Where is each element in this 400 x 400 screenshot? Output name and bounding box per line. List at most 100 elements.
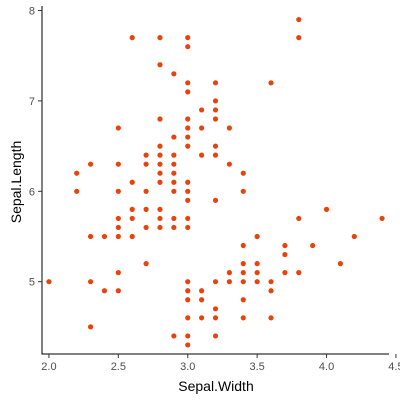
data-point (185, 89, 191, 95)
data-point (87, 279, 94, 285)
data-point (171, 152, 177, 158)
data-point (129, 35, 135, 41)
data-point (185, 333, 191, 339)
data-point (171, 71, 177, 77)
x-tick-label: 2.0 (41, 361, 56, 373)
data-point (157, 215, 163, 222)
data-point (226, 270, 232, 276)
data-point (254, 270, 260, 276)
y-axis-title: Sepal.Length (8, 141, 24, 224)
data-point (212, 143, 219, 149)
data-point (185, 215, 191, 222)
data-point (240, 270, 246, 276)
x-axis-title: Sepal.Width (178, 378, 253, 394)
data-point (143, 206, 149, 212)
data-point (129, 206, 135, 212)
data-point (171, 170, 177, 176)
x-tick-label: 3.0 (180, 361, 195, 373)
data-point (185, 297, 191, 303)
data-point (171, 333, 177, 339)
data-point (212, 116, 219, 122)
data-point (185, 35, 191, 41)
y-tick-label: 7 (29, 96, 35, 108)
data-point (185, 116, 191, 122)
data-point (157, 116, 163, 122)
data-point (157, 224, 163, 231)
data-point (310, 242, 316, 249)
data-point (74, 170, 80, 176)
y-tick-label: 6 (29, 186, 35, 198)
data-point (185, 224, 191, 231)
data-point (254, 233, 260, 240)
data-point (143, 161, 149, 167)
data-point (185, 279, 191, 285)
data-point (87, 233, 94, 240)
data-point (351, 233, 357, 240)
data-point (240, 315, 246, 321)
data-point (282, 242, 288, 249)
data-point (212, 80, 219, 86)
data-point (254, 279, 260, 285)
data-point (240, 170, 246, 176)
data-point (254, 261, 260, 267)
data-point (185, 315, 191, 321)
data-point (212, 152, 219, 158)
data-point (171, 224, 177, 231)
data-point (240, 297, 246, 303)
data-point (157, 170, 163, 176)
data-point (157, 152, 163, 158)
data-point (115, 288, 121, 294)
data-point (185, 342, 191, 348)
data-point (240, 279, 246, 285)
data-point (337, 261, 344, 267)
data-point (157, 35, 163, 41)
x-tick-label: 2.5 (111, 361, 126, 373)
data-point (212, 98, 219, 104)
x-tick-label: 4.5 (388, 361, 400, 373)
data-point (185, 143, 191, 149)
data-point (143, 188, 149, 194)
data-point (212, 107, 219, 113)
data-point (226, 279, 232, 285)
axes-layer: 2.0 2.5 3.0 3.5 4.0 4.5 5 6 7 8 (29, 6, 400, 373)
data-point (296, 35, 302, 41)
data-point (199, 152, 205, 158)
data-point (240, 242, 246, 249)
data-point (226, 161, 232, 167)
data-point (157, 161, 163, 167)
data-point (282, 270, 288, 276)
data-point (87, 324, 94, 330)
data-point (185, 80, 191, 86)
data-point (115, 161, 121, 167)
x-tick-label: 3.5 (249, 361, 264, 373)
data-point (115, 224, 121, 231)
data-point (185, 179, 191, 185)
data-point (199, 315, 205, 321)
data-point (268, 80, 274, 86)
data-point (157, 62, 163, 68)
data-point (185, 134, 191, 140)
data-point (212, 197, 219, 203)
data-point (171, 188, 177, 194)
data-point (268, 279, 274, 285)
data-point (185, 125, 191, 131)
points-layer (46, 16, 385, 348)
y-tick-label: 8 (29, 6, 35, 18)
data-point (115, 125, 121, 131)
data-point (296, 270, 302, 276)
data-point (212, 306, 219, 312)
data-point (185, 44, 191, 50)
data-point (199, 107, 205, 113)
data-point (115, 188, 121, 194)
data-point (115, 233, 121, 240)
data-point (185, 188, 191, 194)
data-point (379, 215, 385, 222)
data-point (199, 297, 205, 303)
data-point (101, 233, 108, 240)
data-point (101, 288, 108, 294)
data-point (115, 215, 121, 222)
data-point (157, 179, 163, 185)
data-point (268, 288, 274, 294)
data-point (323, 206, 330, 212)
